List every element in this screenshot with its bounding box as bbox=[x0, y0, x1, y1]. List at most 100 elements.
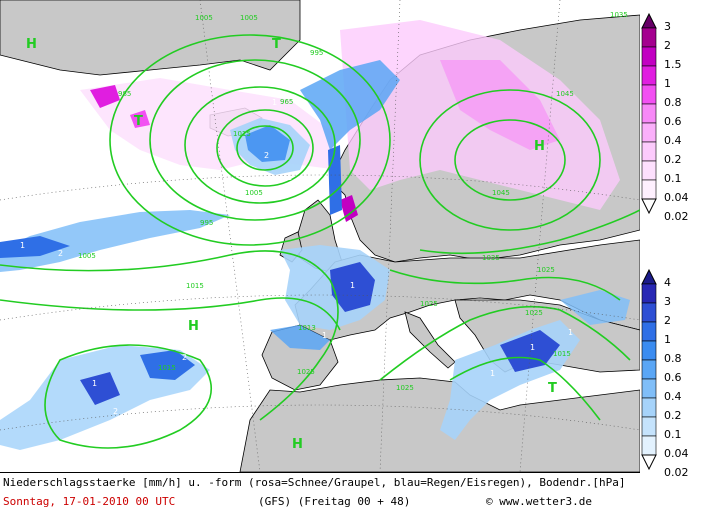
svg-text:1015: 1015 bbox=[186, 282, 204, 290]
rain-scale-swatch-1 bbox=[641, 302, 657, 323]
snow-scale-label-10: 0.02 bbox=[664, 210, 689, 223]
rain-scale-swatch-8 bbox=[641, 435, 657, 456]
svg-text:1: 1 bbox=[322, 331, 327, 340]
lat-lon-grid bbox=[0, 0, 640, 472]
snow-scale-label-1: 2 bbox=[664, 39, 671, 52]
svg-text:1005: 1005 bbox=[245, 189, 263, 197]
high-marker-2: H bbox=[188, 319, 199, 334]
svg-text:1: 1 bbox=[530, 343, 535, 352]
pressure-centres: H T H T H T H bbox=[26, 37, 557, 452]
svg-text:1025: 1025 bbox=[537, 266, 555, 274]
svg-text:1: 1 bbox=[490, 369, 495, 378]
color-scales bbox=[641, 12, 657, 471]
svg-text:1005: 1005 bbox=[240, 14, 258, 22]
rain-scale-swatch-7 bbox=[641, 416, 657, 437]
snow-scale-label-0: 3 bbox=[664, 20, 671, 33]
rain-scale-label-2: 2 bbox=[664, 314, 671, 327]
svg-text:1025: 1025 bbox=[525, 309, 543, 317]
isobar-labels: 1005 1005 995 985 965 1035 1045 1045 103… bbox=[78, 11, 628, 392]
precip-labels: 1 2 1 1 2 1 1 1 2 2 1 1 1 bbox=[20, 98, 573, 416]
svg-text:1045: 1045 bbox=[492, 189, 510, 197]
svg-text:1: 1 bbox=[20, 241, 25, 250]
snow-scale-label-5: 0.6 bbox=[664, 115, 682, 128]
svg-text:1: 1 bbox=[92, 379, 97, 388]
svg-text:1005: 1005 bbox=[78, 252, 96, 260]
rain-scale-swatch-5 bbox=[641, 378, 657, 399]
snow-scale-swatch-4 bbox=[641, 103, 657, 124]
caption-title: Niederschlagsstaerke [mm/h] u. -form (ro… bbox=[3, 476, 626, 489]
high-marker-3: H bbox=[292, 437, 303, 452]
caption-bar: Niederschlagsstaerke [mm/h] u. -form (ro… bbox=[0, 472, 640, 514]
caption-copyright: © www.wetter3.de bbox=[486, 495, 592, 508]
rain-scale-label-3: 1 bbox=[664, 333, 671, 346]
svg-text:1025: 1025 bbox=[396, 384, 414, 392]
svg-text:2: 2 bbox=[113, 407, 118, 416]
svg-text:1: 1 bbox=[568, 328, 573, 337]
rain-scale-swatch-4 bbox=[641, 359, 657, 380]
weather-map: H T H T H T H 1005 1005 995 985 965 1035… bbox=[0, 0, 640, 472]
svg-text:1025: 1025 bbox=[420, 300, 438, 308]
snow-scale-top-arrow bbox=[641, 12, 657, 29]
snow-scale-label-8: 0.1 bbox=[664, 172, 682, 185]
rain-scale-label-0: 4 bbox=[664, 276, 671, 289]
snow-scale-label-3: 1 bbox=[664, 77, 671, 90]
snow-scale-label-4: 0.8 bbox=[664, 96, 682, 109]
svg-text:1035: 1035 bbox=[482, 254, 500, 262]
snow-scale-swatch-0 bbox=[641, 27, 657, 48]
rain-areas bbox=[0, 60, 630, 450]
svg-text:1045: 1045 bbox=[556, 90, 574, 98]
snow-scale-label-2: 1.5 bbox=[664, 58, 682, 71]
low-marker-0: T bbox=[272, 37, 281, 52]
isobar-lines bbox=[0, 34, 640, 449]
svg-text:1013: 1013 bbox=[298, 324, 316, 332]
rain-scale-top-arrow bbox=[641, 268, 657, 285]
snow-scale-bar bbox=[641, 12, 657, 215]
svg-text:995: 995 bbox=[200, 219, 213, 227]
svg-text:2: 2 bbox=[264, 151, 269, 160]
svg-text:1015: 1015 bbox=[158, 364, 176, 372]
svg-text:1015: 1015 bbox=[553, 350, 571, 358]
rain-scale-bar bbox=[641, 268, 657, 471]
italy-land bbox=[404, 311, 456, 369]
low-marker-1: T bbox=[134, 114, 143, 129]
svg-text:1025: 1025 bbox=[297, 368, 315, 376]
rain-scale-swatch-0 bbox=[641, 283, 657, 304]
snow-scale-swatch-7 bbox=[641, 160, 657, 181]
snow-scale-swatch-2 bbox=[641, 65, 657, 86]
high-marker-1: H bbox=[534, 139, 545, 154]
rain-scale-swatch-3 bbox=[641, 340, 657, 361]
caption-date: Sonntag, 17-01-2010 00 UTC bbox=[3, 495, 176, 508]
low-marker-2: T bbox=[548, 381, 557, 396]
rain-scale-label-4: 0.8 bbox=[664, 352, 682, 365]
svg-text:1: 1 bbox=[350, 281, 355, 290]
rain-scale-label-8: 0.1 bbox=[664, 428, 682, 441]
snow-scale-bottom-arrow bbox=[641, 198, 657, 215]
rain-scale-label-10: 0.02 bbox=[664, 466, 689, 479]
snow-scale-swatch-3 bbox=[641, 84, 657, 105]
svg-text:965: 965 bbox=[280, 98, 293, 106]
svg-text:1005: 1005 bbox=[195, 14, 213, 22]
rain-scale-label-1: 3 bbox=[664, 295, 671, 308]
svg-text:995: 995 bbox=[310, 49, 323, 57]
greenland-land bbox=[0, 0, 301, 76]
snow-scale-label-6: 0.4 bbox=[664, 134, 682, 147]
snow-scale-label-9: 0.04 bbox=[664, 191, 689, 204]
snow-scale-swatch-6 bbox=[641, 141, 657, 162]
svg-text:1: 1 bbox=[287, 173, 292, 182]
rain-scale-bottom-arrow bbox=[641, 454, 657, 471]
snow-scale-swatch-8 bbox=[641, 179, 657, 200]
svg-text:985: 985 bbox=[118, 90, 131, 98]
svg-text:2: 2 bbox=[182, 353, 187, 362]
snow-scale-label-7: 0.2 bbox=[664, 153, 682, 166]
svg-text:1: 1 bbox=[272, 98, 277, 107]
rain-scale-swatch-6 bbox=[641, 397, 657, 418]
caption-model: (GFS) (Freitag 00 + 48) bbox=[258, 495, 411, 508]
svg-text:1015: 1015 bbox=[233, 130, 251, 138]
snow-scale-swatch-1 bbox=[641, 46, 657, 67]
high-marker-0: H bbox=[26, 37, 37, 52]
snow-scale-swatch-5 bbox=[641, 122, 657, 143]
rain-scale-swatch-2 bbox=[641, 321, 657, 342]
rain-scale-label-7: 0.2 bbox=[664, 409, 682, 422]
rain-scale-label-6: 0.4 bbox=[664, 390, 682, 403]
rain-scale-label-9: 0.04 bbox=[664, 447, 689, 460]
